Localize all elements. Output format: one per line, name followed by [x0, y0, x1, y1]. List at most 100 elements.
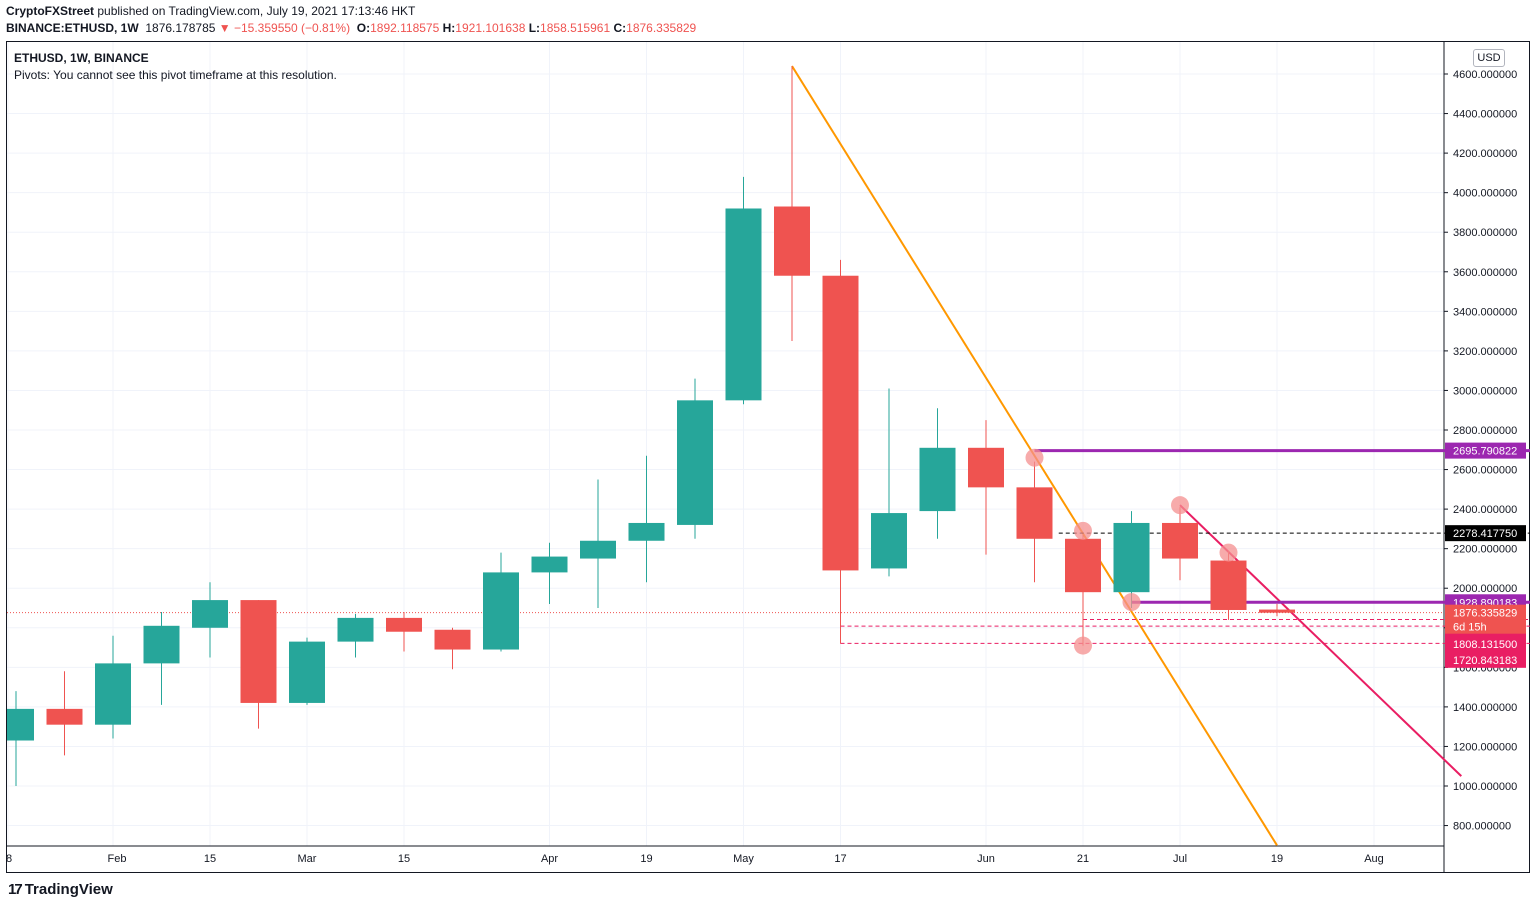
candle-body [95, 663, 131, 725]
candle-body [434, 629, 471, 650]
candle-body [240, 600, 277, 703]
price-label-box [1445, 651, 1526, 668]
tradingview-footer[interactable]: 17 TradingView [8, 881, 113, 898]
y-tick-label: 2800.000000 [1453, 425, 1517, 437]
candle-body [1016, 487, 1053, 539]
x-tick-label: 21 [1077, 853, 1089, 865]
y-tick-label: 3200.000000 [1453, 346, 1517, 358]
x-tick-label: Mar [298, 853, 317, 865]
price-label: 1808.131500 [1453, 639, 1517, 651]
y-tick-label: 3000.000000 [1453, 385, 1517, 397]
x-tick-label: 17 [834, 853, 846, 865]
candle-body [677, 400, 713, 525]
publish-info: CryptoFXStreet published on TradingView.… [6, 4, 415, 18]
symbol-label: BINANCE:ETHUSD, 1W [6, 21, 139, 35]
candle-body [7, 708, 34, 741]
y-tick-label: 2200.000000 [1453, 544, 1517, 556]
x-tick-label: 15 [204, 853, 216, 865]
y-tick-label: 2400.000000 [1453, 504, 1517, 516]
y-tick-label: 800.000000 [1453, 821, 1511, 833]
price-change: ▼ −15.359550 (−0.81%) [218, 21, 351, 35]
publisher-name[interactable]: CryptoFXStreet [6, 4, 95, 18]
tradingview-logo-icon: 17 [8, 881, 23, 898]
close-value: 1876.335829 [626, 21, 697, 35]
pivot-marker [1074, 521, 1092, 540]
close-label: C: [613, 21, 627, 35]
last-price: 1876.178785 [145, 21, 216, 35]
price-label-box [1445, 635, 1526, 652]
candle-body [822, 275, 859, 571]
candle-body [192, 600, 228, 628]
y-tick-label: 2600.000000 [1453, 465, 1517, 477]
pivots-note: Pivots: You cannot see this pivot timefr… [14, 68, 337, 82]
candle-body [1259, 609, 1295, 613]
pivot-marker [1219, 543, 1238, 562]
candle-body [289, 641, 325, 703]
x-tick-label: 19 [640, 853, 652, 865]
candle-body [337, 617, 374, 642]
y-tick-label: 3400.000000 [1453, 306, 1517, 318]
chart-frame[interactable] [6, 41, 1530, 873]
x-tick-label: 19 [1271, 853, 1283, 865]
price-label: 1876.335829 [1453, 608, 1517, 620]
currency-button[interactable]: USD [1473, 49, 1505, 67]
y-tick-label: 1200.000000 [1453, 741, 1517, 753]
open-label: O: [356, 21, 371, 35]
y-tick-label: 4600.000000 [1453, 69, 1517, 81]
price-label-box [1445, 604, 1526, 621]
low-value: 1858.515961 [540, 21, 611, 35]
candle-body [968, 447, 1004, 488]
countdown-box [1445, 619, 1526, 634]
x-tick-label: 8 [6, 853, 12, 865]
countdown-label: 6d 15h [1453, 622, 1487, 634]
chart-legend-title[interactable]: ETHUSD, 1W, BINANCE [14, 51, 149, 65]
price-label-box [1445, 525, 1526, 542]
candle-body [1113, 522, 1150, 593]
y-tick-label: 1400.000000 [1453, 702, 1517, 714]
y-tick-label: 4000.000000 [1453, 188, 1517, 200]
candle-body [774, 206, 810, 276]
x-tick-label: Aug [1364, 853, 1384, 865]
y-tick-label: 2000.000000 [1453, 583, 1517, 595]
pivot-marker [1122, 593, 1141, 612]
pivot-marker [1171, 496, 1189, 515]
candle-body [1065, 538, 1101, 593]
candle-body [580, 540, 616, 559]
pivot-marker [1074, 636, 1092, 655]
y-tick-label: 4200.000000 [1453, 148, 1517, 160]
x-tick-label: Jun [977, 853, 995, 865]
candle-body [386, 617, 422, 632]
candle-body [1210, 560, 1247, 610]
candle-body [919, 447, 956, 512]
price-label: 2278.417750 [1453, 528, 1517, 540]
high-value: 1921.101638 [455, 21, 526, 35]
candle-body [143, 625, 180, 664]
publish-date: published on TradingView.com, July 19, 2… [94, 4, 416, 18]
candle-body [46, 708, 83, 725]
x-tick-label: Feb [108, 853, 127, 865]
low-label: L: [528, 21, 541, 35]
x-tick-label: May [733, 853, 754, 865]
y-tick-label: 1000.000000 [1453, 781, 1517, 793]
y-tick-label: 3800.000000 [1453, 227, 1517, 239]
x-tick-label: Apr [541, 853, 558, 865]
candle-body [483, 572, 519, 650]
candle-body [871, 513, 907, 569]
candle-body [725, 208, 762, 401]
candle-body [628, 522, 665, 541]
y-tick-label: 3600.000000 [1453, 267, 1517, 279]
high-label: H: [442, 21, 456, 35]
candle-body [531, 556, 568, 573]
candle-body [1162, 522, 1198, 559]
pink-trendline [1179, 504, 1462, 777]
x-tick-label: Jul [1173, 853, 1187, 865]
price-label-box [1445, 442, 1526, 459]
x-tick-label: 15 [398, 853, 410, 865]
y-tick-label: 4400.000000 [1453, 109, 1517, 121]
open-value: 1892.118575 [370, 21, 440, 35]
pivot-marker [1025, 448, 1044, 467]
price-label: 1720.843183 [1453, 655, 1517, 667]
price-label: 2695.790822 [1453, 446, 1517, 458]
tradingview-brand: TradingView [24, 881, 113, 898]
